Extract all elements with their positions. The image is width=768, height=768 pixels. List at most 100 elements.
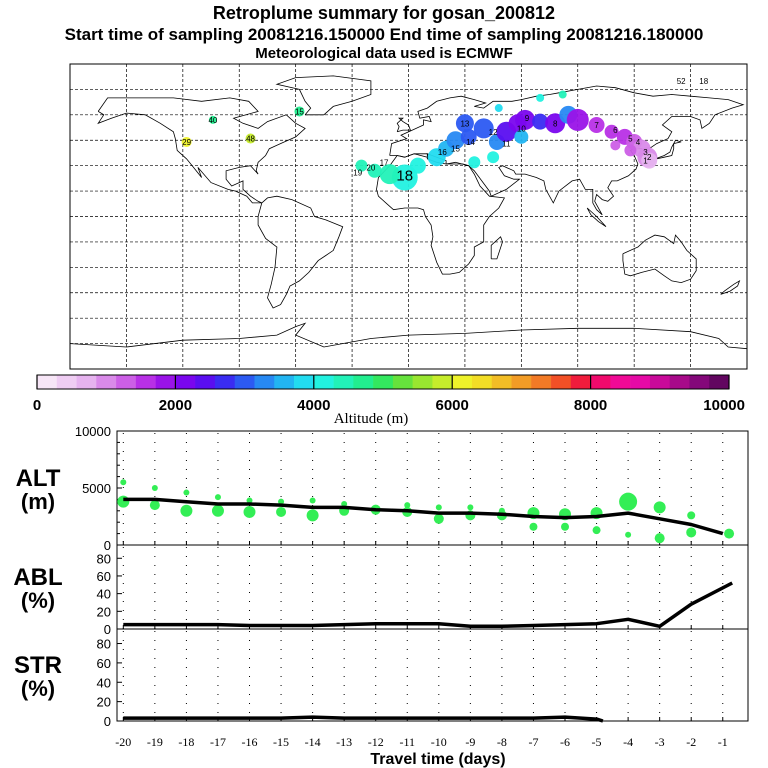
altitude-colorbar: 0 2000 4000 6000 8000 10000 Altitude (m) <box>33 374 745 427</box>
y-tick-label: 20 <box>97 604 111 619</box>
coastline <box>257 195 344 309</box>
source-day-label: 8 <box>553 119 558 128</box>
source-day-label: 4 <box>636 138 641 147</box>
colorbar-swatch <box>56 375 77 389</box>
source-day-label: 29 <box>182 138 191 147</box>
plume-blob <box>446 131 465 150</box>
y-tick-label: 5000 <box>82 481 111 496</box>
plume-blob <box>473 118 494 139</box>
colorbar-swatch <box>214 375 236 389</box>
coastline <box>396 117 411 133</box>
travel-time-axis: -20 -19 -18 -17 -16 -15 -14 -13 -12 -11 -10 -9 -8 -7 -… <box>115 735 727 768</box>
colorbar-swatch <box>689 375 710 389</box>
x-tick-label: -1 <box>718 735 728 749</box>
y-tick-label: 0 <box>104 538 111 553</box>
source-day-label: 6 <box>613 126 618 135</box>
coastline <box>69 322 748 350</box>
plume-altitude-point <box>654 533 665 544</box>
plume-altitude-point <box>625 531 632 538</box>
colorbar-swatch <box>590 375 611 389</box>
panel-label: ABL <box>13 564 62 591</box>
plume-blob <box>487 151 500 164</box>
colorbar-swatch <box>610 375 631 389</box>
y-tick-label: 20 <box>97 695 111 710</box>
x-tick-label: -17 <box>210 735 226 749</box>
met-data-line: Meteorological data used is ECMWF <box>255 45 513 62</box>
source-day-label: 3 <box>643 148 648 157</box>
colorbar-swatch <box>511 375 532 389</box>
plume-blob <box>367 163 382 178</box>
x-tick-label: -14 <box>305 735 321 749</box>
colorbar-tick-label: 4000 <box>297 397 330 414</box>
source-day-label: 40 <box>208 116 217 125</box>
plume-altitude-point <box>120 479 127 486</box>
source-day-label: 16 <box>438 148 447 157</box>
colorbar-swatch <box>96 375 117 389</box>
plume-altitude-point <box>404 502 411 509</box>
y-tick-label: 10000 <box>75 424 111 439</box>
source-day-label: 11 <box>502 140 511 149</box>
colorbar-swatch <box>649 375 670 389</box>
x-tick-label: -18 <box>178 735 194 749</box>
plume-blob <box>515 109 536 130</box>
series-line-alt <box>123 497 724 536</box>
colorbar-swatch <box>135 375 156 389</box>
y-tick-label: 0 <box>104 714 111 729</box>
plume-altitude-point <box>529 522 538 531</box>
panel-frame <box>116 628 749 722</box>
coastline <box>720 279 741 295</box>
colorbar-swatch <box>412 375 433 389</box>
plume-altitude-point <box>724 528 735 539</box>
plume-altitude-point <box>306 509 319 522</box>
source-day-label: 13 <box>460 119 469 128</box>
source-day-label: 12 <box>489 128 498 137</box>
panel-unit: (m) <box>21 489 55 514</box>
colorbar-swatch <box>630 375 651 389</box>
source-day-label: 14 <box>466 138 475 147</box>
colorbar-tick-label: 0 <box>33 397 41 414</box>
plume-altitude-point <box>183 489 190 496</box>
plume-blob <box>208 115 217 124</box>
source-day-label: 1 <box>643 157 648 166</box>
source-day-label: 10 <box>517 124 526 133</box>
plume-altitude-point <box>278 498 285 505</box>
series-line-str <box>123 715 604 723</box>
x-axis-label: Travel time (days) <box>370 751 505 768</box>
plume-altitude-point <box>243 505 256 518</box>
plume-altitude-point <box>151 485 158 491</box>
x-tick-label: -12 <box>368 735 384 749</box>
y-tick-label: 80 <box>97 637 111 652</box>
colorbar-tick-label: 6000 <box>436 397 469 414</box>
plume-altitude-point <box>687 511 696 520</box>
source-day-label: 18 <box>396 168 413 185</box>
plume-blob <box>294 106 305 117</box>
x-tick-label: -3 <box>655 735 665 749</box>
time-series-panels: 1000050000ALT(m)806040200ABL(%)806040200… <box>13 424 749 729</box>
plume-altitude-point <box>592 526 601 535</box>
source-day-label: 2 <box>647 153 652 162</box>
plume-blob <box>566 108 589 131</box>
x-tick-label: -10 <box>431 735 447 749</box>
y-tick-label: 40 <box>97 675 111 690</box>
plume-altitude-point <box>498 507 505 514</box>
x-tick-label: -2 <box>686 735 696 749</box>
colorbar-swatch <box>551 375 572 389</box>
panel-label: STR <box>14 652 62 679</box>
source-day-label: 52 <box>677 77 686 86</box>
source-day-label: 19 <box>353 168 362 177</box>
colorbar-swatch <box>175 375 196 389</box>
plume-blob <box>514 129 529 144</box>
x-tick-label: -20 <box>115 735 131 749</box>
panel-unit: (%) <box>21 676 55 701</box>
plume-blob <box>468 156 481 169</box>
colorbar-swatch <box>452 375 473 389</box>
panel-abl: 80 60 40 20 0 ABL(%) <box>13 544 749 637</box>
plume-blob <box>558 90 567 99</box>
x-tick-label: -8 <box>497 735 507 749</box>
plume-altitude-point <box>180 504 193 517</box>
colorbar-swatch <box>37 375 58 389</box>
plume-blob <box>610 140 621 151</box>
plume-altitude-point <box>561 522 570 531</box>
colorbar-swatch <box>531 375 552 389</box>
